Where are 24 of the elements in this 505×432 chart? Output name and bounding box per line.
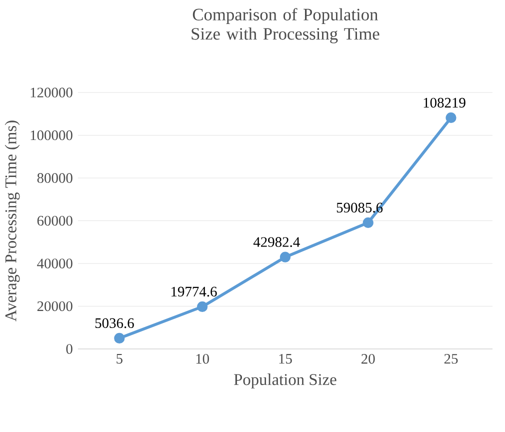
x-tick-label: 25 xyxy=(444,354,458,364)
y-tick-label: 60000 xyxy=(37,216,72,226)
x-tick-label: 10 xyxy=(196,354,209,364)
data-label: 5036.6 xyxy=(95,318,134,328)
x-axis-title: Population Size xyxy=(234,374,336,388)
point xyxy=(280,252,291,262)
y-axis-title: Average Processing Time (ms) xyxy=(4,120,20,322)
data-label: 19774.6 xyxy=(172,286,217,297)
x-tick-label: 15 xyxy=(279,354,292,364)
x-tick-label: 5 xyxy=(116,354,122,364)
point xyxy=(362,217,374,228)
y-tick-label: 80000 xyxy=(37,173,72,183)
chart-title: Comparison of Population Size with Processing Time xyxy=(192,8,380,44)
data-label: 108219 xyxy=(424,98,466,108)
data-label: 42982.4 xyxy=(253,237,300,248)
point xyxy=(197,301,208,312)
y-tick-label: 100000 xyxy=(30,130,72,140)
point xyxy=(446,112,456,124)
y-tick-label: 40000 xyxy=(37,258,72,268)
y-tick-label: 20000 xyxy=(37,301,72,312)
y-tick-label: 120000 xyxy=(30,88,72,98)
y-tick-label: 0 xyxy=(66,344,72,354)
x-tick-label: 20 xyxy=(362,354,375,364)
point xyxy=(114,332,125,344)
